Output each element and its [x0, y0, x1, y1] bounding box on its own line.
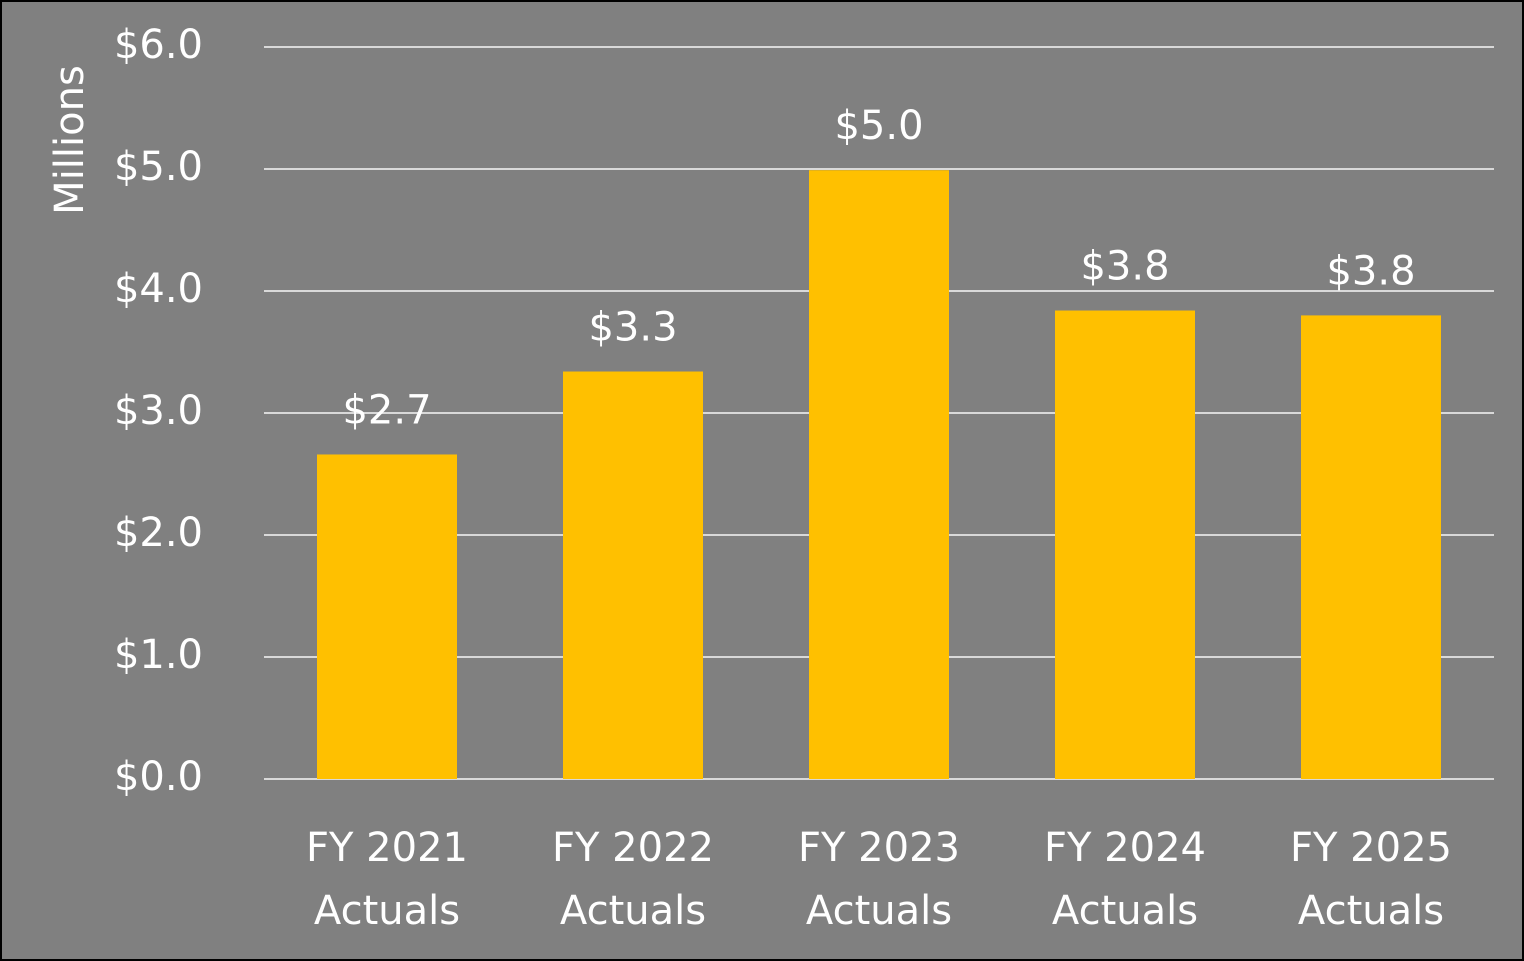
- y-axis-label: Millions: [47, 65, 93, 215]
- data-label: $5.0: [834, 103, 923, 149]
- bar: [563, 371, 703, 779]
- y-tick-label: $2.0: [114, 510, 203, 556]
- data-label: $3.8: [1080, 244, 1169, 290]
- y-tick-label: $6.0: [114, 22, 203, 68]
- bar: [809, 170, 949, 780]
- y-tick-label: $5.0: [114, 144, 203, 190]
- x-tick-label: FY 2023 Actuals: [798, 825, 960, 934]
- x-tick-label: FY 2025 Actuals: [1290, 825, 1452, 934]
- x-tick-label: FY 2022 Actuals: [552, 825, 714, 934]
- data-label: $3.8: [1326, 248, 1415, 294]
- bar: [317, 454, 457, 779]
- data-label: $3.3: [588, 305, 677, 351]
- bar: [1301, 315, 1441, 779]
- bar: [1055, 310, 1195, 779]
- y-tick-label: $3.0: [114, 388, 203, 434]
- x-tick-label: FY 2021 Actuals: [306, 825, 468, 934]
- y-tick-label: $0.0: [114, 754, 203, 800]
- y-tick-label: $1.0: [114, 632, 203, 678]
- y-tick-label: $4.0: [114, 266, 203, 312]
- x-tick-label: FY 2024 Actuals: [1044, 825, 1206, 934]
- data-label: $2.7: [342, 387, 431, 433]
